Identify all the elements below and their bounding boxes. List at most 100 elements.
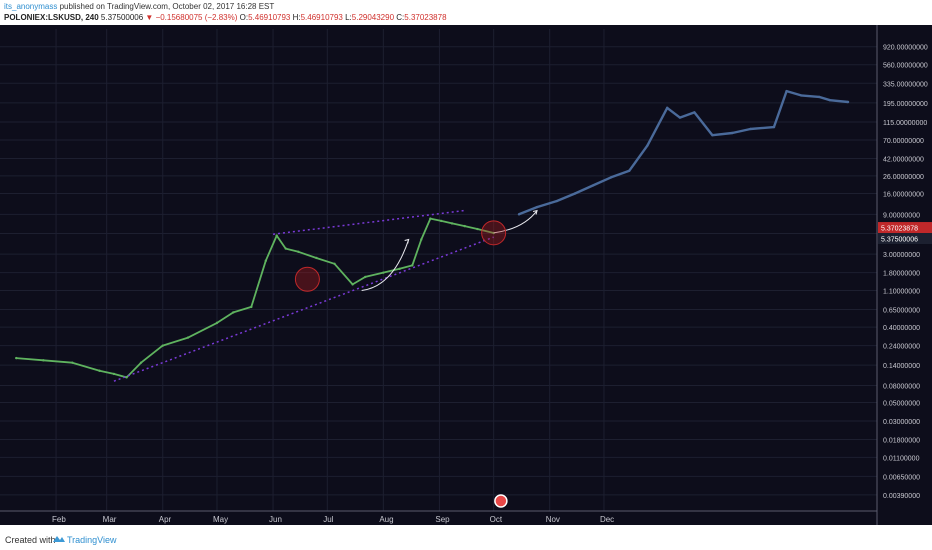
- low-label: L:: [345, 13, 352, 22]
- projection-point: [846, 100, 850, 104]
- price-tag-box: [878, 222, 932, 234]
- projection-point: [678, 116, 682, 119]
- y-tick-label: 920.00000000: [883, 45, 928, 52]
- x-tick-label: Aug: [379, 515, 393, 524]
- price-point: [450, 222, 454, 225]
- projection-point: [817, 95, 821, 99]
- high-label: H:: [292, 13, 301, 22]
- y-tick-label: 42.00000000: [883, 157, 924, 164]
- price-point: [284, 247, 287, 250]
- arrow-curve: [493, 210, 538, 234]
- price-point: [315, 256, 318, 260]
- chart-svg: 920.00000000 560.00000000 335.00000000 195.…: [0, 25, 932, 525]
- projection-point: [646, 144, 649, 147]
- price-point: [15, 356, 18, 360]
- price-point: [476, 227, 479, 231]
- open-label: O:: [239, 13, 249, 22]
- x-tick-label: May: [213, 515, 228, 524]
- y-tick-label: 0.14000000: [883, 363, 920, 370]
- highlight-circle: [481, 220, 507, 246]
- price-point: [71, 361, 74, 364]
- price-point: [364, 275, 367, 279]
- y-tick-label: 0.01800000: [883, 437, 920, 444]
- projection-point: [535, 205, 539, 209]
- y-tick-label: 16.00000000: [883, 191, 924, 198]
- x-tick-label: Apr: [159, 515, 172, 524]
- y-tick-label: 70.00000000: [883, 138, 924, 145]
- projection-point: [693, 111, 696, 114]
- y-tick-label: 0.00390000: [883, 493, 920, 500]
- arrow-head: [532, 209, 538, 215]
- author-link[interactable]: its_anonymass: [4, 2, 58, 11]
- x-tick-label: Jul: [323, 515, 333, 524]
- footer: Created with TradingView: [0, 528, 932, 550]
- y-tick-label: 0.05000000: [883, 400, 920, 407]
- price-point: [112, 372, 116, 376]
- price-point: [297, 250, 300, 254]
- price-tag-label: 5.37500006: [881, 237, 918, 244]
- arrow-curve: [361, 239, 410, 291]
- publish-info: its_anonymass published on TradingView.c…: [4, 2, 274, 11]
- price-point: [398, 267, 401, 271]
- low-value: 5.29043290: [351, 13, 395, 22]
- published-text: published on TradingView.com, October 02…: [59, 2, 275, 11]
- projection-point: [785, 89, 788, 93]
- projection-point: [555, 199, 559, 203]
- plot-background: [0, 25, 877, 525]
- projection-point: [731, 131, 734, 135]
- projection-point: [828, 99, 832, 102]
- ohlc-legend: POLONIEX:LSKUSD, 240 5.37500006 ▼ −0.156…: [4, 13, 447, 22]
- price-tag-box: [878, 233, 932, 245]
- y-tick-label: 0.00650000: [883, 474, 920, 481]
- price-point: [139, 361, 143, 364]
- tradingview-cloud-icon[interactable]: [52, 533, 66, 545]
- price-tag-label: 5.37023878: [881, 226, 918, 233]
- price-point: [161, 344, 164, 347]
- trendline: [272, 209, 465, 235]
- projection-point: [609, 176, 613, 179]
- created-with-label: Created with: [5, 535, 56, 545]
- projection-point: [711, 133, 714, 137]
- x-tick-label: Oct: [490, 515, 503, 524]
- y-tick-label: 26.00000000: [883, 174, 924, 181]
- chart-area[interactable]: 920.00000000 560.00000000 335.00000000 195.…: [0, 25, 932, 525]
- y-tick-label: 1.80000000: [883, 271, 920, 278]
- x-tick-label: Feb: [52, 515, 66, 524]
- x-tick-label: Jun: [269, 515, 282, 524]
- close-value: 5.37023878: [404, 13, 447, 22]
- symbol-label: POLONIEX:LSKUSD, 240: [4, 13, 99, 22]
- y-tick-label: 0.01100000: [883, 455, 920, 462]
- price-point: [215, 321, 219, 325]
- projection-point: [772, 125, 776, 129]
- price-point: [351, 283, 354, 286]
- x-tick-label: Nov: [546, 515, 560, 524]
- last-price: 5.37500006: [100, 13, 144, 22]
- y-tick-label: 0.65000000: [883, 308, 920, 315]
- y-tick-label: 3.00000000: [883, 252, 920, 259]
- projection-point: [799, 94, 803, 97]
- close-label: C:: [396, 13, 405, 22]
- price-point: [275, 234, 278, 237]
- price-point: [42, 359, 45, 362]
- price-point: [232, 311, 235, 314]
- y-tick-label: 0.03000000: [883, 419, 920, 426]
- projection-series-line: [518, 89, 849, 216]
- price-change: ▼ −0.15680075 (−2.83%): [145, 13, 238, 22]
- y-tick-label: 335.00000000: [883, 81, 928, 88]
- projection-point: [666, 106, 669, 110]
- x-tick-label: Dec: [600, 515, 614, 524]
- x-tick-label: Mar: [103, 515, 117, 524]
- price-point: [429, 217, 432, 220]
- price-point: [463, 224, 466, 228]
- y-tick-label: 0.24000000: [883, 344, 920, 351]
- tradingview-brand-link[interactable]: TradingView: [67, 535, 117, 545]
- y-tick-label: 9.00000000: [883, 212, 920, 219]
- y-tick-label: 0.08000000: [883, 383, 920, 390]
- earnings-flag-icon: [494, 494, 508, 508]
- highlight-circle: [294, 266, 320, 292]
- arrow-head: [404, 238, 410, 244]
- y-tick-label: 560.00000000: [883, 63, 928, 70]
- price-point: [250, 305, 253, 309]
- price-point: [440, 219, 443, 223]
- price-point: [98, 369, 101, 372]
